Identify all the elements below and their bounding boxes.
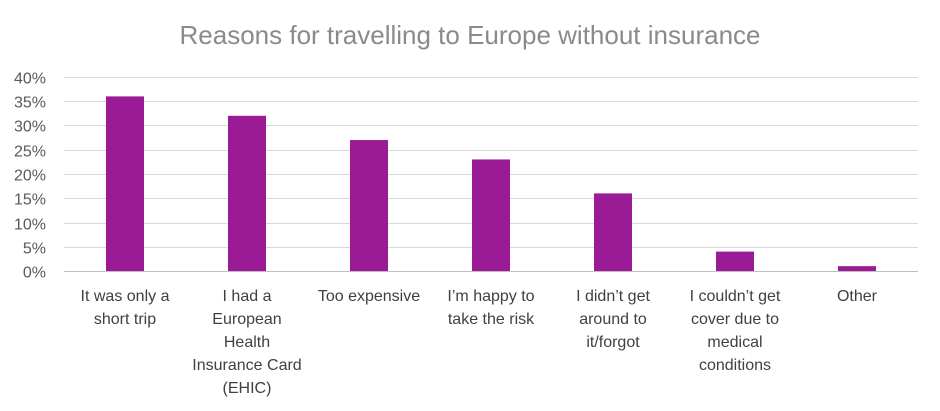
y-tick-label: 35%: [14, 95, 46, 112]
y-tick-label: 40%: [14, 71, 46, 88]
x-tick-label: Too expensive: [318, 288, 420, 305]
x-tick-label: I didn’t get around to it/forgot: [576, 288, 650, 351]
bar: [716, 251, 754, 271]
bar: [106, 96, 144, 272]
y-tick-label: 0%: [23, 265, 46, 282]
x-tick-label: I’m happy to take the risk: [447, 288, 535, 328]
y-axis-ticks: 0% 5% 10% 15% 20% 25% 30% 35% 40%: [14, 71, 46, 282]
bar: [472, 159, 510, 271]
y-tick-label: 25%: [14, 144, 46, 161]
y-tick-label: 10%: [14, 217, 46, 234]
bar: [350, 140, 388, 271]
chart-title: Reasons for travelling to Europe without…: [180, 20, 761, 50]
bar: [838, 266, 876, 271]
y-tick-label: 15%: [14, 192, 46, 209]
x-tick-label: It was only a short trip: [81, 288, 170, 328]
bar: [594, 193, 632, 271]
y-tick-label: 5%: [23, 241, 46, 258]
y-tick-label: 30%: [14, 119, 46, 136]
x-tick-label: Other: [837, 288, 878, 305]
bar: [228, 115, 266, 271]
x-tick-label: I had a European Health Insurance Card (EHIC…: [192, 288, 301, 397]
y-tick-label: 20%: [14, 168, 46, 185]
bars: [106, 96, 876, 272]
x-tick-label: I couldn’t get cover due to medical conditi…: [690, 288, 781, 374]
x-axis-labels: It was only a short trip I had a European He…: [81, 288, 878, 397]
